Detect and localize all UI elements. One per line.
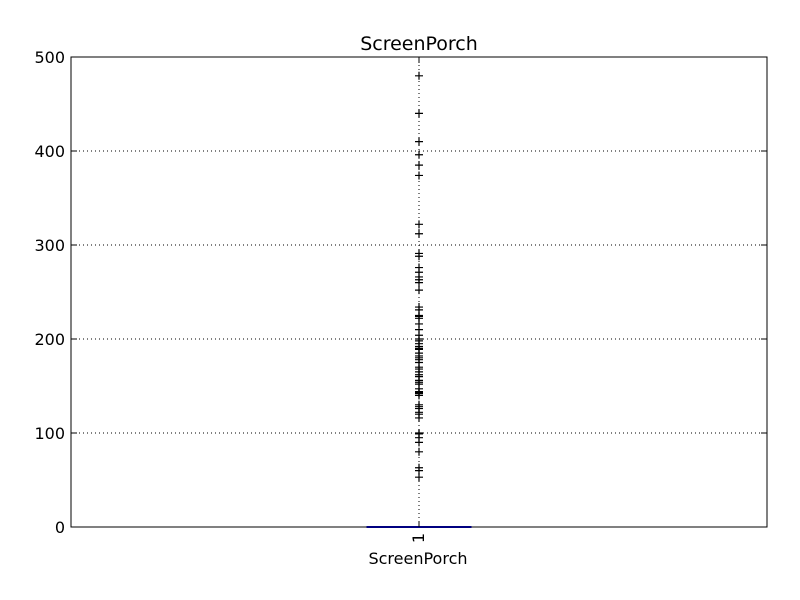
- outlier-point: [415, 413, 423, 422]
- outlier-point: [415, 286, 423, 295]
- outlier-point: [415, 220, 423, 229]
- x-tick-label: 1: [409, 533, 428, 543]
- x-axis-ticks: 1: [409, 57, 428, 543]
- outlier-point: [415, 229, 423, 238]
- outlier-point: [415, 473, 423, 482]
- outlier-point: [415, 109, 423, 118]
- y-tick-label: 300: [34, 236, 65, 255]
- y-tick-label: 200: [34, 330, 65, 349]
- outlier-point: [415, 161, 423, 170]
- x-axis-label: ScreenPorch: [368, 549, 467, 568]
- chart-title: ScreenPorch: [360, 33, 478, 55]
- outlier-point: [415, 150, 423, 159]
- outlier-point: [415, 71, 423, 80]
- y-tick-label: 100: [34, 424, 65, 443]
- outlier-point: [415, 438, 423, 447]
- y-axis-ticks: 0 100 200 300 400 500: [34, 48, 767, 537]
- outlier-point: [415, 252, 423, 261]
- outlier-point: [415, 171, 423, 180]
- outlier-point: [415, 278, 423, 287]
- y-tick-label: 0: [55, 518, 65, 537]
- outlier-point: [415, 391, 423, 400]
- y-tick-label: 400: [34, 142, 65, 161]
- y-tick-label: 500: [34, 48, 65, 67]
- outlier-markers: [415, 71, 423, 482]
- outlier-point: [415, 447, 423, 456]
- outlier-point: [415, 137, 423, 146]
